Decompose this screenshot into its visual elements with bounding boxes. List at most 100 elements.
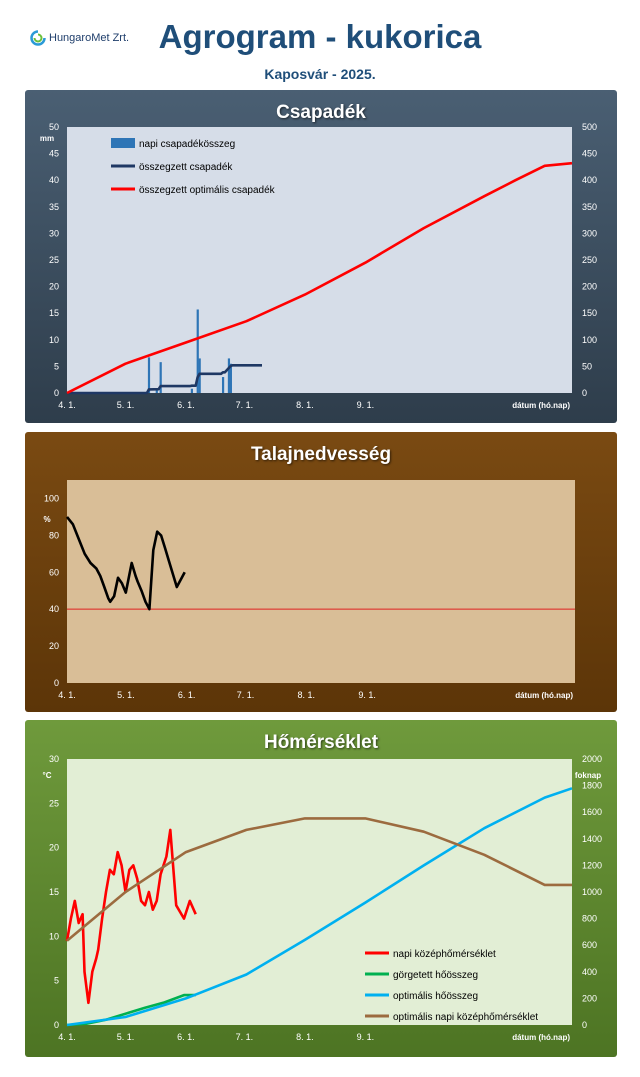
temperature-panel: Hőmérséklet 0 5 10 15 20 25 30 0 200 400 600 800 100… xyxy=(25,720,617,1057)
y-tick-label: 15 xyxy=(49,308,59,318)
x-tick-label: 8. 1. xyxy=(296,400,314,410)
x-tick-label: 8. 1. xyxy=(298,690,316,700)
y2-tick-label: 400 xyxy=(582,967,597,977)
precipitation-chart: 0510152025303540455005010015020025030035… xyxy=(40,122,597,410)
page-subtitle: Kaposvár - 2025. xyxy=(264,66,376,82)
soil-moisture-panel: Talajnedvesség 0 20 40 60 80 100% 4. 1. 5. 1. 6.… xyxy=(25,432,617,712)
y2-tick-label: 800 xyxy=(582,914,597,924)
y2-tick-label: 150 xyxy=(582,308,597,318)
legend-label: napi csapadékösszeg xyxy=(139,139,235,150)
y2-tick-label: 200 xyxy=(582,993,597,1003)
y-tick-label: 10 xyxy=(49,931,59,941)
x-tick-label: 6. 1. xyxy=(177,1032,195,1042)
precip-bar xyxy=(227,358,231,393)
precip-bar xyxy=(221,377,225,393)
y-tick-label: 35 xyxy=(49,202,59,212)
y-tick-label: 0 xyxy=(54,388,59,398)
x-tick-label: 6. 1. xyxy=(177,400,195,410)
precip-bar xyxy=(155,390,158,393)
y-tick-label: 30 xyxy=(49,754,59,764)
y-tick-label: 40 xyxy=(49,175,59,185)
y-tick-label: 10 xyxy=(49,335,59,345)
logo-text: HungaroMet Zrt. xyxy=(49,32,130,44)
series-line xyxy=(65,828,197,1005)
y2-tick-label: 300 xyxy=(582,228,597,238)
y2-tick-label: 2000 xyxy=(582,754,602,764)
y2-tick-label: 1400 xyxy=(582,834,602,844)
y-tick-label: 20 xyxy=(49,843,59,853)
y-tick-label: 5 xyxy=(54,361,59,371)
y-unit-label: mm xyxy=(40,134,54,143)
x-axis-label: dátum (hó.nap) xyxy=(512,1033,570,1042)
y-tick-label: 15 xyxy=(49,887,59,897)
y-unit-label: % xyxy=(43,515,50,524)
hungaromet-logo-icon xyxy=(30,30,46,46)
precipitation-title: Csapadék xyxy=(276,102,366,123)
x-tick-label: 5. 1. xyxy=(117,1032,135,1042)
precip-bar xyxy=(196,309,199,393)
y2-tick-label: 0 xyxy=(582,1020,587,1030)
legend-label: napi középhőmérséklet xyxy=(393,949,496,960)
x-tick-label: 5. 1. xyxy=(117,690,135,700)
legend-label: összegzett csapadék xyxy=(139,162,233,173)
y2-tick-label: 600 xyxy=(582,940,597,950)
y-tick-label: 100 xyxy=(44,493,59,503)
logo: HungaroMet Zrt. xyxy=(30,30,129,46)
y-tick-label: 5 xyxy=(54,976,59,986)
precipitation-panel: Csapadék 0 5 10 15 20 25 30 35 40 45 50 0 50 100 150 20… xyxy=(25,90,617,423)
temperature-title: Hőmérséklet xyxy=(263,732,379,753)
plot-area xyxy=(67,759,572,1025)
y-tick-label: 0 xyxy=(54,1020,59,1030)
x-tick-label: 7. 1. xyxy=(237,690,255,700)
soil-moisture-title: Talajnedvesség xyxy=(250,444,392,465)
y2-tick-label: 350 xyxy=(582,202,597,212)
y-tick-label: 20 xyxy=(49,641,59,651)
y-tick-label: 40 xyxy=(49,604,59,614)
y2-tick-label: 500 xyxy=(582,122,597,132)
legend-swatch xyxy=(111,138,135,148)
legend-label: görgetett hőösszeg xyxy=(393,970,478,981)
y2-tick-label: 250 xyxy=(582,255,597,265)
x-tick-label: 9. 1. xyxy=(357,400,375,410)
x-tick-label: 9. 1. xyxy=(358,690,376,700)
y-tick-label: 80 xyxy=(49,530,59,540)
y2-tick-label: 400 xyxy=(582,175,597,185)
x-tick-label: 6. 1. xyxy=(178,690,196,700)
x-tick-label: 5. 1. xyxy=(117,400,135,410)
precip-bar xyxy=(229,363,232,393)
y-tick-label: 60 xyxy=(49,567,59,577)
y-tick-label: 45 xyxy=(49,149,59,159)
y-unit-label: °C xyxy=(43,771,52,780)
x-tick-label: 7. 1. xyxy=(236,1032,254,1042)
x-tick-label: 7. 1. xyxy=(236,400,254,410)
precip-bar xyxy=(159,362,162,393)
legend-label: összegzett optimális csapadék xyxy=(139,185,276,196)
x-tick-label: 4. 1. xyxy=(58,1032,76,1042)
y2-tick-label: 450 xyxy=(582,149,597,159)
y-tick-label: 25 xyxy=(49,255,59,265)
y2-tick-label: 1600 xyxy=(582,807,602,817)
series-line xyxy=(65,516,186,611)
series-line xyxy=(66,787,573,1027)
series-line xyxy=(66,161,573,395)
x-axis-label: dátum (hó.nap) xyxy=(515,691,573,700)
y2-tick-label: 1800 xyxy=(582,781,602,791)
x-tick-label: 4. 1. xyxy=(58,400,76,410)
y-tick-label: 30 xyxy=(49,228,59,238)
y2-tick-label: 100 xyxy=(582,335,597,345)
y2-tick-label: 1200 xyxy=(582,860,602,870)
page-title: Agrogram - kukorica xyxy=(158,18,482,55)
y2-unit-label: foknap xyxy=(575,771,601,780)
y2-tick-label: 1000 xyxy=(582,887,602,897)
y2-tick-label: 0 xyxy=(582,388,587,398)
x-axis-label: dátum (hó.nap) xyxy=(512,401,570,410)
legend-label: optimális napi középhőmérséklet xyxy=(393,1012,538,1023)
series-line xyxy=(66,817,572,942)
y-tick-label: 50 xyxy=(49,122,59,132)
y-tick-label: 20 xyxy=(49,282,59,292)
temperature-chart: 0 5 10 15 20 25 30 0 200 400 600 800 1000 1200 1400 160… xyxy=(43,754,603,1042)
precip-bar xyxy=(147,357,151,393)
y-tick-label: 0 xyxy=(54,678,59,688)
x-tick-label: 4. 1. xyxy=(58,690,76,700)
series-line xyxy=(67,363,262,395)
